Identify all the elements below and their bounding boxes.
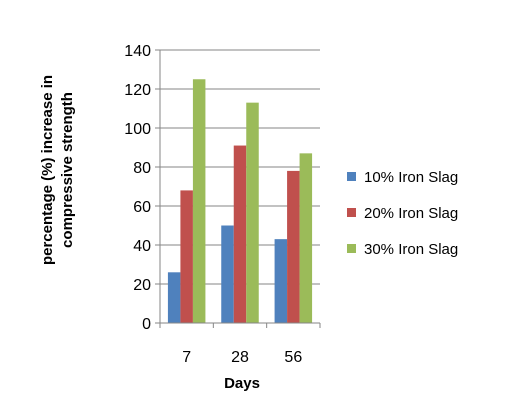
bar-20-iron-slag-day-28 bbox=[233, 145, 247, 323]
y-tick-label-80: 80 bbox=[133, 160, 151, 177]
bar-30-iron-slag-day-28 bbox=[246, 102, 259, 324]
bar-20-iron-slag-day-56 bbox=[287, 170, 300, 323]
legend-label-20: 20% Iron Slag bbox=[364, 205, 458, 222]
x-tick-label-56: 56 bbox=[284, 349, 302, 366]
y-tick-label-100: 100 bbox=[124, 121, 151, 138]
x-tick-labels: 7 28 56 bbox=[182, 349, 302, 366]
y-tick-label-60: 60 bbox=[133, 199, 151, 216]
legend-label-10: 10% Iron Slag bbox=[364, 169, 458, 186]
y-tick-label-20: 20 bbox=[133, 277, 151, 294]
x-tick-label-7: 7 bbox=[182, 349, 191, 366]
legend-swatch-10 bbox=[347, 172, 356, 181]
legend-swatch-20 bbox=[347, 208, 356, 217]
y-axis-title-line-1: percentage (%) increase in bbox=[39, 75, 56, 265]
y-tick-labels: 0 20 40 60 80 100 120 140 bbox=[124, 43, 151, 333]
y-axis-title-line-2: compressive strength bbox=[59, 92, 76, 248]
legend-label-30: 30% Iron Slag bbox=[364, 241, 458, 258]
y-tick-label-140: 140 bbox=[124, 43, 151, 60]
legend-swatch-30 bbox=[347, 244, 356, 253]
y-tick-label-40: 40 bbox=[133, 238, 151, 255]
axes bbox=[159, 50, 320, 324]
bar-20-iron-slag-day-7 bbox=[180, 190, 193, 323]
y-axis-title: percentage (%) increase in compressive s… bbox=[39, 75, 76, 265]
bar-10-iron-slag-day-7 bbox=[167, 272, 181, 323]
x-tick-label-28: 28 bbox=[231, 349, 249, 366]
bar-30-iron-slag-day-7 bbox=[192, 79, 206, 323]
bar-10-iron-slag-day-56 bbox=[274, 239, 288, 323]
bar-10-iron-slag-day-28 bbox=[221, 225, 234, 323]
bars bbox=[167, 79, 313, 324]
y-tick-label-0: 0 bbox=[142, 316, 151, 333]
bar-30-iron-slag-day-56 bbox=[299, 153, 313, 323]
x-axis-title: Days bbox=[224, 375, 260, 392]
legend: 10% Iron Slag 20% Iron Slag 30% Iron Sla… bbox=[347, 169, 458, 258]
y-tick-label-120: 120 bbox=[124, 82, 151, 99]
